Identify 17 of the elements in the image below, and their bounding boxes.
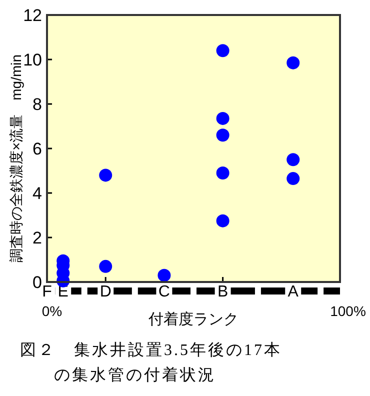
y-tick-label: 4	[32, 184, 42, 203]
y-tick-label: 10	[23, 50, 42, 70]
x-tick-label: A	[288, 284, 299, 301]
y-tick-label: 12	[23, 6, 42, 25]
y-tick-label: 0	[32, 272, 42, 292]
x-tick-label: D	[100, 284, 112, 301]
x-tick-label: F	[42, 284, 52, 301]
x-tick-label: C	[158, 284, 170, 301]
y-tick-label: 2	[32, 228, 42, 248]
text: 図２ 集水井設置3.5年後の17本の集水管の付着状況	[20, 341, 282, 384]
y-axis-title: 調査時の全鉄濃度×流量 mg/min	[8, 54, 24, 263]
text: 0%	[42, 303, 62, 319]
x-tick-label: B	[217, 284, 228, 301]
text: 100%	[330, 303, 366, 319]
y-tick-label: 6	[32, 139, 42, 158]
x-axis-title: 付着度ランク	[148, 311, 238, 328]
y-tick-label: 8	[32, 94, 42, 114]
